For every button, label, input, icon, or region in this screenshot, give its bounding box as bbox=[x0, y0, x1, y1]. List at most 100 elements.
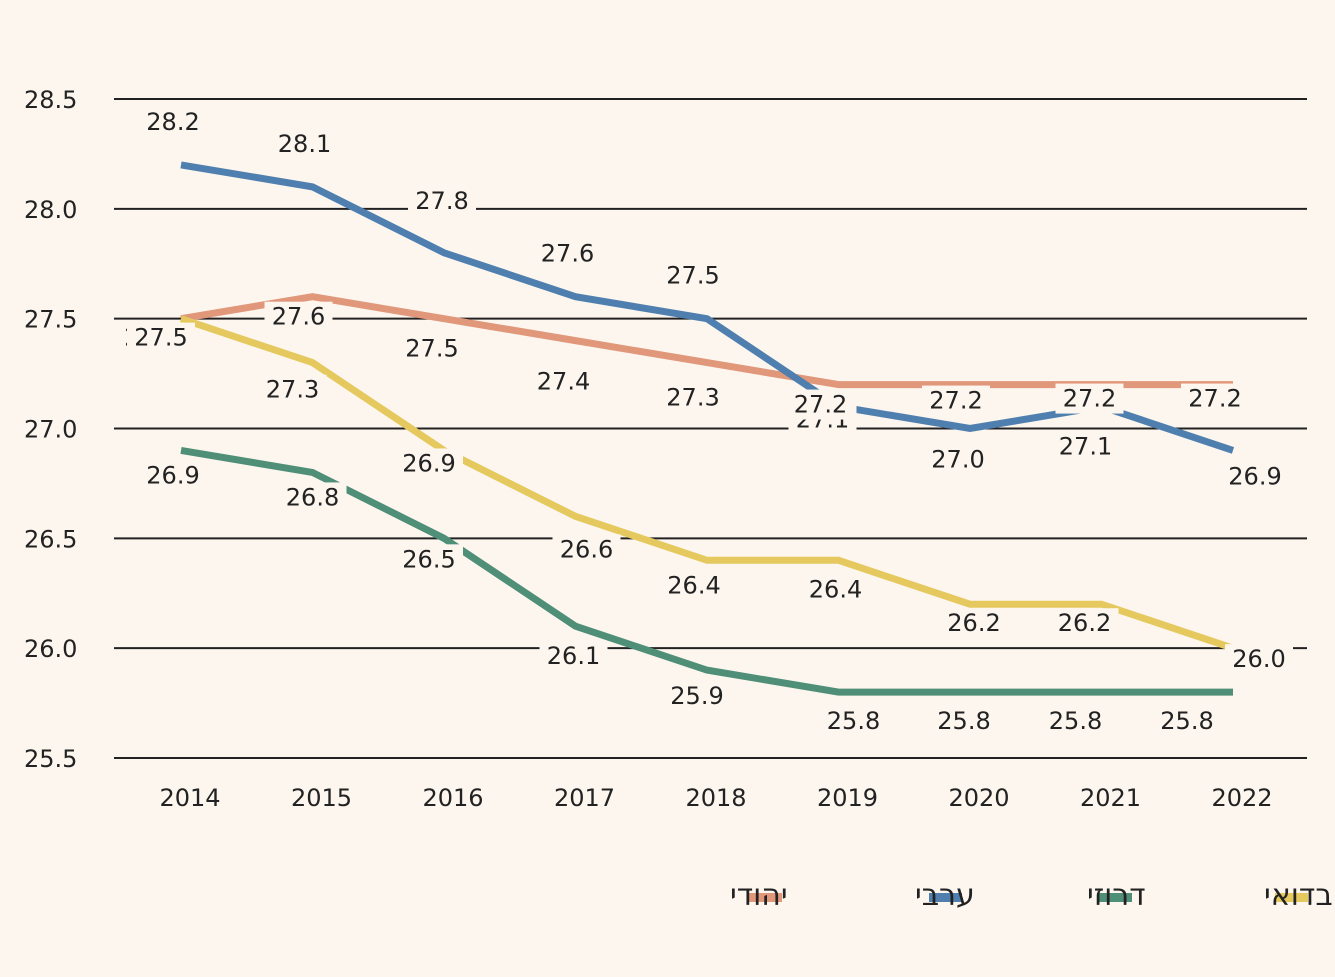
data-label-bg bbox=[660, 570, 728, 601]
series-line-0 bbox=[180, 293, 1233, 389]
data-label-bg bbox=[539, 641, 608, 672]
data-label: 27.6 bbox=[541, 240, 594, 268]
x-axis: 2014 2015 2016 2017 2018 2019 2020 2021 2022 bbox=[159, 784, 1272, 812]
data-label: 26.5 bbox=[402, 545, 455, 573]
data-label: 26.9 bbox=[146, 461, 199, 489]
data-label: 27.5 bbox=[134, 324, 187, 352]
data-label-bg bbox=[139, 106, 207, 137]
y-axis: 25.5 26.0 26.5 27.0 27.5 28.0 28.5 bbox=[24, 86, 77, 773]
legend-label: בדואי bbox=[1264, 878, 1333, 913]
data-label: 27.3 bbox=[666, 384, 719, 412]
data-label: 26.4 bbox=[667, 571, 720, 599]
data-label-bg bbox=[940, 608, 1008, 639]
data-label-bg bbox=[922, 385, 990, 416]
data-label: 26.4 bbox=[809, 575, 862, 603]
data-label-bg bbox=[659, 260, 727, 291]
data-label: 25.8 bbox=[937, 707, 990, 735]
y-tick-label: 27.0 bbox=[24, 416, 77, 444]
data-label: 27.2 bbox=[929, 387, 982, 415]
legend-swatch bbox=[929, 893, 962, 902]
data-label: 27.5 bbox=[666, 262, 719, 290]
x-tick-label: 2019 bbox=[817, 784, 878, 812]
legend: יהודי ערבי דרוזי בדואי bbox=[730, 878, 1333, 913]
data-label-bg bbox=[533, 238, 602, 269]
x-tick-label: 2014 bbox=[159, 784, 220, 812]
y-tick-label: 25.5 bbox=[24, 745, 77, 773]
legend-label: ערבי bbox=[915, 878, 975, 913]
legend-swatch bbox=[749, 893, 782, 902]
data-label: 25.8 bbox=[1160, 707, 1213, 735]
data-label-bg bbox=[1055, 383, 1124, 414]
data-label-bg bbox=[552, 534, 621, 565]
y-tick-label: 27.5 bbox=[24, 306, 77, 334]
data-label-bg bbox=[1041, 706, 1110, 737]
data-label: 27.6 bbox=[272, 303, 325, 331]
x-tick-label: 2017 bbox=[554, 784, 615, 812]
data-label-bg bbox=[1221, 461, 1289, 492]
series-line-2 bbox=[180, 447, 1233, 696]
data-label-bg bbox=[258, 374, 327, 405]
series-line-3 bbox=[179, 315, 1235, 652]
data-label-bg bbox=[395, 448, 463, 479]
data-label: 25.8 bbox=[1049, 707, 1102, 735]
gridlines bbox=[114, 98, 1307, 759]
y-tick-label: 28.0 bbox=[24, 196, 77, 224]
x-tick-label: 2016 bbox=[422, 784, 483, 812]
data-label-bg bbox=[395, 544, 463, 575]
data-label: 28.1 bbox=[278, 130, 331, 158]
data-label-bg bbox=[1153, 706, 1221, 737]
x-tick-label: 2021 bbox=[1080, 784, 1141, 812]
data-label: 27.2 bbox=[1188, 385, 1241, 413]
x-tick-label: 2022 bbox=[1211, 784, 1272, 812]
legend-label: יהודי bbox=[730, 878, 788, 913]
data-label-bg bbox=[819, 706, 888, 737]
data-label-bg bbox=[139, 460, 207, 491]
data-labels: 28.228.127.827.627.527.127.027.126.927.5… bbox=[117, 106, 1293, 737]
data-label-bg bbox=[1225, 644, 1293, 675]
legend-swatch bbox=[1099, 893, 1132, 902]
data-label-bg bbox=[1051, 431, 1120, 462]
series-line-1 bbox=[180, 161, 1235, 454]
data-label-bg bbox=[924, 444, 992, 475]
data-label: 27.3 bbox=[266, 376, 319, 404]
data-label: 25.8 bbox=[827, 707, 880, 735]
data-label: 25.9 bbox=[670, 682, 723, 710]
data-label: 26.2 bbox=[1058, 609, 1111, 637]
y-tick-label: 28.5 bbox=[24, 86, 77, 114]
data-label: 27.1 bbox=[1059, 433, 1112, 461]
x-tick-label: 2020 bbox=[948, 784, 1009, 812]
x-tick-label: 2015 bbox=[291, 784, 352, 812]
data-label: 28.2 bbox=[146, 108, 199, 136]
data-label: 26.1 bbox=[547, 642, 600, 670]
data-label-bg bbox=[127, 322, 195, 353]
data-label: 27.5 bbox=[405, 335, 458, 363]
data-label-bg bbox=[1050, 608, 1119, 639]
data-label-bg bbox=[930, 706, 998, 737]
data-label-bg bbox=[663, 681, 731, 712]
data-label: 26.2 bbox=[947, 609, 1000, 637]
data-label-bg bbox=[801, 574, 870, 605]
data-label-bg bbox=[408, 185, 476, 216]
data-label: 26.8 bbox=[286, 483, 339, 511]
data-label-bg bbox=[529, 366, 598, 397]
data-label: 27.4 bbox=[537, 368, 590, 396]
data-label: 26.9 bbox=[402, 449, 455, 477]
y-tick-label: 26.5 bbox=[24, 525, 77, 553]
data-label-bg bbox=[270, 128, 339, 159]
data-label: 27.8 bbox=[415, 187, 468, 215]
x-tick-label: 2018 bbox=[685, 784, 746, 812]
data-label-bg bbox=[659, 382, 727, 413]
data-label: 26.6 bbox=[560, 535, 613, 563]
data-label: 27.2 bbox=[1063, 385, 1116, 413]
data-label: 27.0 bbox=[931, 446, 984, 474]
legend-swatch bbox=[1275, 893, 1308, 902]
data-label-bg bbox=[1181, 383, 1249, 414]
y-tick-label: 26.0 bbox=[24, 635, 77, 663]
data-label: 27.2 bbox=[794, 391, 847, 419]
data-label: 26.9 bbox=[1228, 462, 1281, 490]
data-label-bg bbox=[398, 333, 466, 364]
legend-label: דרוזי bbox=[1087, 878, 1146, 913]
data-label-bg bbox=[278, 482, 347, 513]
